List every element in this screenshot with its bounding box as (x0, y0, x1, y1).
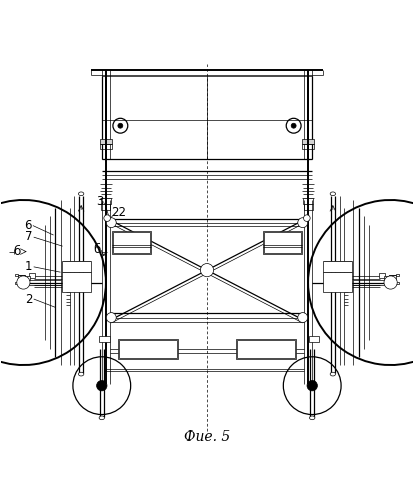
Circle shape (106, 218, 116, 228)
Bar (308, 336, 318, 342)
Bar (15, 282, 19, 284)
Circle shape (306, 380, 317, 391)
Bar (113, 232, 150, 253)
Circle shape (96, 380, 107, 391)
Bar (394, 274, 398, 276)
Ellipse shape (309, 416, 314, 420)
Circle shape (303, 215, 309, 222)
Circle shape (290, 123, 295, 128)
Bar (15, 274, 19, 276)
Bar (100, 139, 112, 144)
Bar (119, 340, 177, 358)
Bar (301, 139, 313, 144)
Bar (28, 273, 34, 278)
Bar (18, 275, 24, 283)
Circle shape (106, 313, 116, 322)
Bar (323, 272, 351, 291)
Text: б: б (14, 245, 21, 258)
Bar (302, 198, 312, 204)
Bar (323, 260, 351, 272)
Ellipse shape (329, 192, 335, 196)
Circle shape (297, 218, 307, 228)
Ellipse shape (99, 416, 104, 420)
Bar (100, 144, 112, 149)
Bar (62, 272, 90, 291)
Bar (327, 275, 348, 288)
Bar (326, 274, 349, 289)
Text: 2: 2 (25, 292, 33, 305)
Bar (236, 340, 294, 358)
Circle shape (118, 123, 123, 128)
Ellipse shape (78, 372, 84, 376)
Ellipse shape (78, 192, 84, 196)
Ellipse shape (329, 372, 335, 376)
Circle shape (104, 215, 110, 222)
Text: 22: 22 (111, 206, 126, 219)
Bar (389, 275, 395, 283)
Text: 7: 7 (25, 230, 33, 243)
Bar (262, 231, 301, 253)
Circle shape (297, 313, 307, 322)
Bar (99, 336, 109, 342)
Bar (62, 261, 90, 271)
Bar (323, 272, 351, 291)
Bar (112, 231, 151, 253)
Bar (62, 272, 90, 291)
Bar (118, 339, 178, 359)
Bar (101, 198, 111, 204)
Bar (65, 275, 86, 288)
Bar (379, 273, 385, 278)
Circle shape (17, 276, 30, 289)
Bar (24, 276, 29, 280)
Text: б: б (93, 243, 100, 256)
Bar (323, 261, 351, 271)
Text: 3: 3 (96, 195, 103, 208)
Bar (235, 339, 295, 359)
Text: 1: 1 (25, 260, 33, 273)
Bar (64, 274, 87, 289)
Bar (301, 144, 313, 149)
Bar (303, 204, 312, 210)
Circle shape (383, 276, 396, 289)
Circle shape (200, 263, 213, 277)
Text: Фие. 5: Фие. 5 (183, 430, 230, 444)
Bar (394, 282, 398, 284)
Text: 6: 6 (24, 219, 31, 232)
Bar (101, 204, 110, 210)
Bar (263, 232, 300, 253)
Bar (384, 276, 389, 280)
Bar (62, 260, 90, 272)
